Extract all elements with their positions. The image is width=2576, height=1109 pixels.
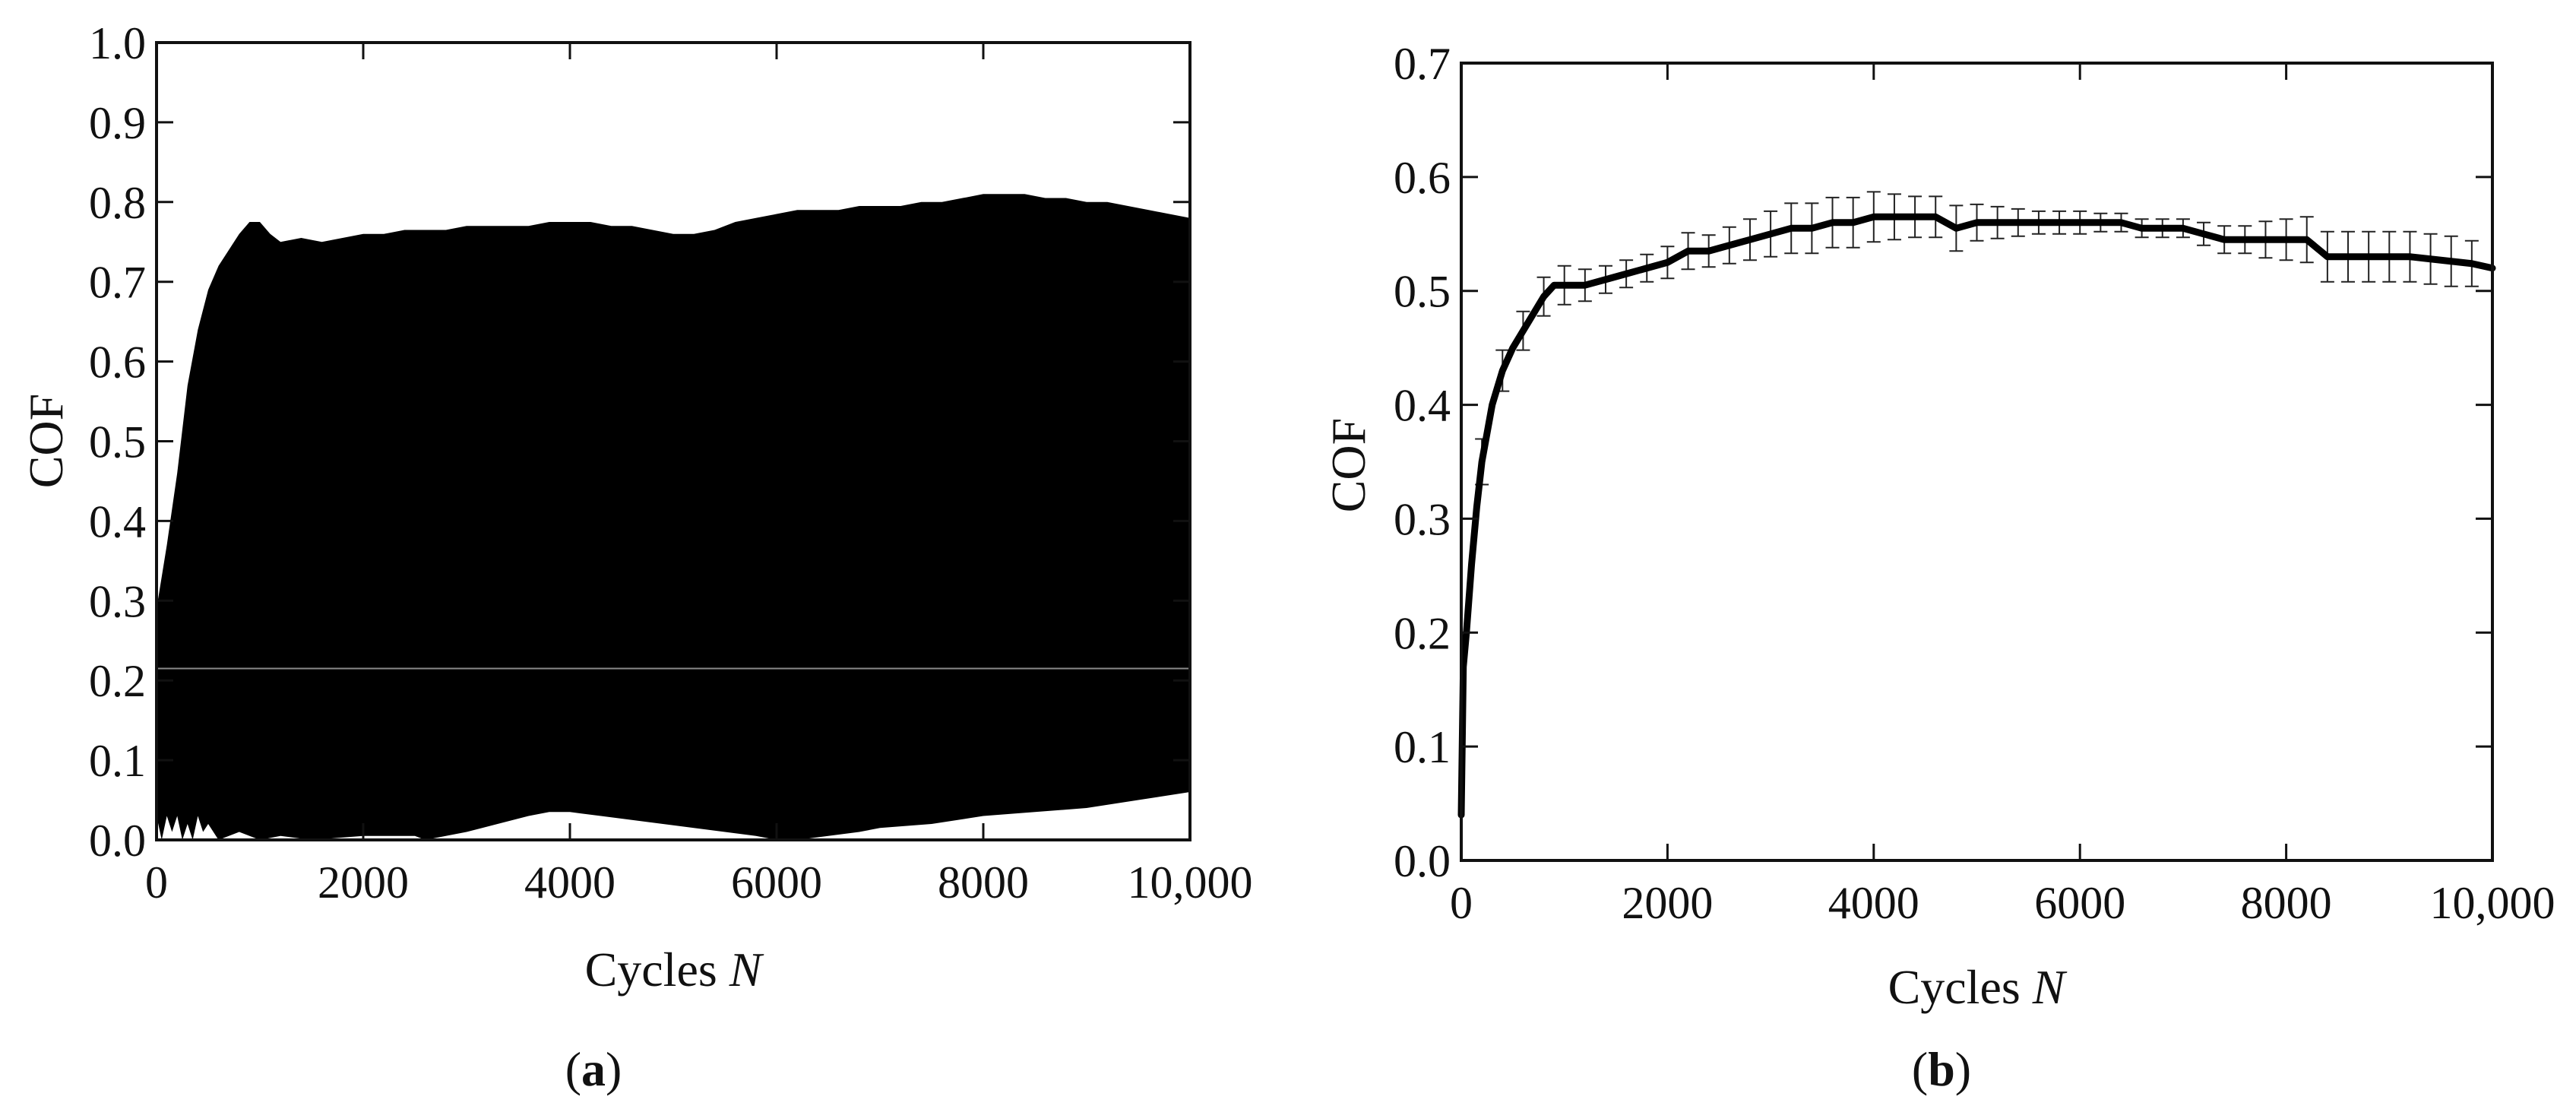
x-axis-title-var-b: N [2032, 960, 2068, 1014]
panel-label-b: (b) [1912, 1042, 1971, 1096]
panel-label-a: (a) [565, 1042, 622, 1096]
x-tick-label: 6000 [2034, 878, 2125, 928]
axes-frame-a [155, 41, 1191, 841]
y-tick-label: 0.4 [89, 496, 146, 547]
y-tick-label: 0.5 [89, 417, 146, 467]
y-tick-label: 0.9 [89, 98, 146, 148]
y-tick-label: 0.8 [89, 178, 146, 228]
x-axis-title-var-a: N [729, 943, 764, 997]
y-tick-label: 0.1 [89, 736, 146, 786]
x-axis-title-text-b: Cycles [1888, 960, 2033, 1014]
panel-letter-a: a [581, 1042, 606, 1096]
y-tick-label: 0.1 [1394, 722, 1451, 772]
ticks-b: 0 2000 4000 6000 8000 10,000 0.0 0.1 0.2 0.3 0.4 0.… [1394, 39, 2555, 928]
y-tick-label: 0.7 [89, 258, 146, 308]
x-axis-title-text-a: Cycles [585, 943, 729, 997]
x-tick-label: 4000 [1828, 878, 1919, 928]
y-tick-label: 0.6 [89, 337, 146, 388]
y-tick-label: 0.0 [89, 816, 146, 866]
y-axis-title-b: COF [1321, 418, 1375, 513]
x-tick-label: 0 [145, 857, 168, 908]
x-tick-label: 8000 [2241, 878, 2332, 928]
x-axis-title-b: Cycles N [1888, 960, 2068, 1014]
y-tick-label: 0.0 [1394, 836, 1451, 886]
x-tick-label: 10,000 [1128, 857, 1253, 908]
chart-panel-a: 0 2000 4000 6000 8000 10,000 0.0 0.1 0.2 0.3 0.4 0.… [19, 18, 1253, 1096]
panel-letter-b: b [1928, 1042, 1955, 1096]
y-tick-label: 0.3 [1394, 494, 1451, 544]
y-tick-label: 0.4 [1394, 381, 1451, 431]
x-tick-label: 4000 [524, 857, 616, 908]
y-tick-label: 0.3 [89, 576, 146, 626]
y-tick-label: 0.2 [89, 656, 146, 706]
chart-panel-b: 0 2000 4000 6000 8000 10,000 0.0 0.1 0.2 0.3 0.4 0.… [1321, 39, 2555, 1096]
x-tick-label: 2000 [1622, 878, 1713, 928]
x-tick-label: 0 [1450, 878, 1473, 928]
axes-frame-b [1460, 62, 2494, 862]
x-tick-label: 2000 [318, 857, 409, 908]
x-tick-label: 10,000 [2430, 878, 2555, 928]
y-axis-title-a: COF [19, 394, 73, 489]
cof-mean-line [1457, 213, 2496, 819]
x-tick-label: 8000 [938, 857, 1029, 908]
cof-oscillation-band [157, 194, 1190, 840]
ticks-a: 0 2000 4000 6000 8000 10,000 0.0 0.1 0.2 0.3 0.4 0.… [89, 18, 1253, 908]
plot-area-b [1457, 191, 2496, 819]
y-tick-label: 0.7 [1394, 39, 1451, 89]
x-tick-label: 6000 [731, 857, 822, 908]
y-tick-label: 1.0 [89, 18, 146, 68]
x-axis-title-a: Cycles N [585, 943, 764, 997]
y-tick-label: 0.5 [1394, 267, 1451, 317]
y-tick-label: 0.2 [1394, 608, 1451, 658]
y-tick-label: 0.6 [1394, 153, 1451, 203]
plot-area-a [157, 194, 1190, 840]
